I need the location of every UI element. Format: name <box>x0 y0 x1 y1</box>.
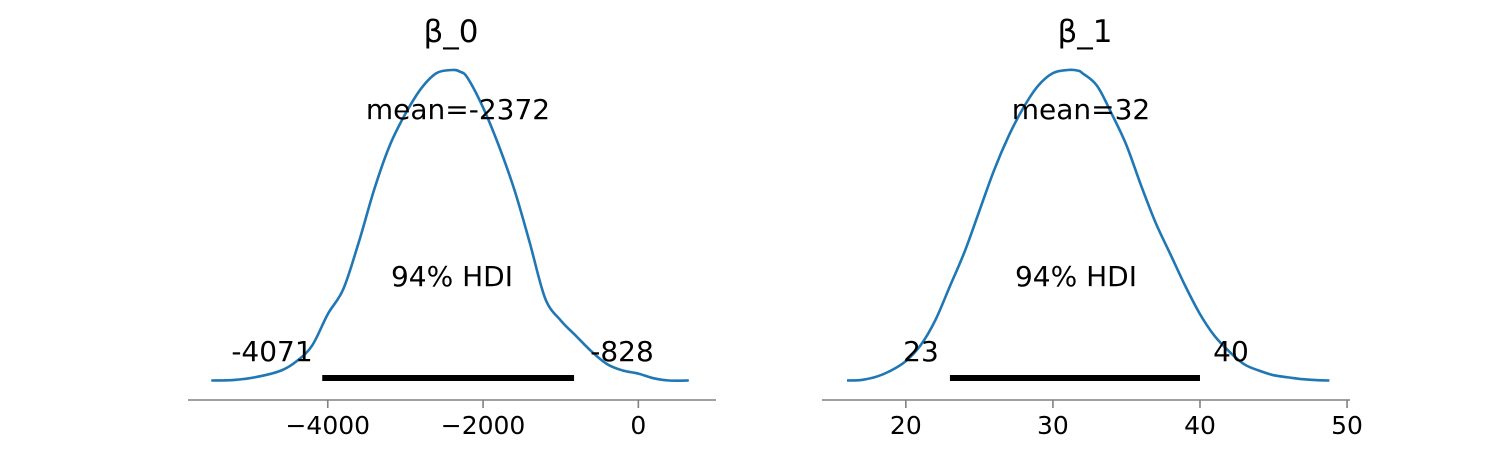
density-curve <box>846 68 1330 382</box>
x-tick-label: 20 <box>890 411 922 440</box>
posterior-panel-beta-0: β_0 mean=-2372 94% HDI -4071 -828 −4000−… <box>188 14 716 440</box>
posterior-panel-beta-1: β_1 mean=32 94% HDI 23 40 20 30 40 50 <box>822 14 1363 440</box>
x-axis-ticks: −4000 −2000 0 <box>285 400 646 440</box>
x-tick-label: 0 <box>630 411 646 440</box>
x-tick-label: −2000 <box>441 411 526 440</box>
x-tick-label: 40 <box>1184 411 1216 440</box>
hdi-low-label: 23 <box>903 335 939 368</box>
panel-title: β_1 <box>1057 14 1112 50</box>
hdi-high-label: -828 <box>590 335 654 368</box>
density-curve <box>211 68 689 382</box>
mean-label: mean=32 <box>1012 93 1151 126</box>
x-axis-ticks: 20 30 40 50 <box>890 400 1363 440</box>
hdi-label: 94% HDI <box>1015 260 1137 293</box>
hdi-label: 94% HDI <box>391 260 513 293</box>
hdi-high-label: 40 <box>1213 335 1249 368</box>
panel-title: β_0 <box>423 14 478 50</box>
x-tick-label: −4000 <box>285 411 370 440</box>
mean-label: mean=-2372 <box>366 93 550 126</box>
x-tick-label: 50 <box>1331 411 1363 440</box>
hdi-low-label: -4071 <box>231 335 312 368</box>
x-tick-label: 30 <box>1037 411 1069 440</box>
